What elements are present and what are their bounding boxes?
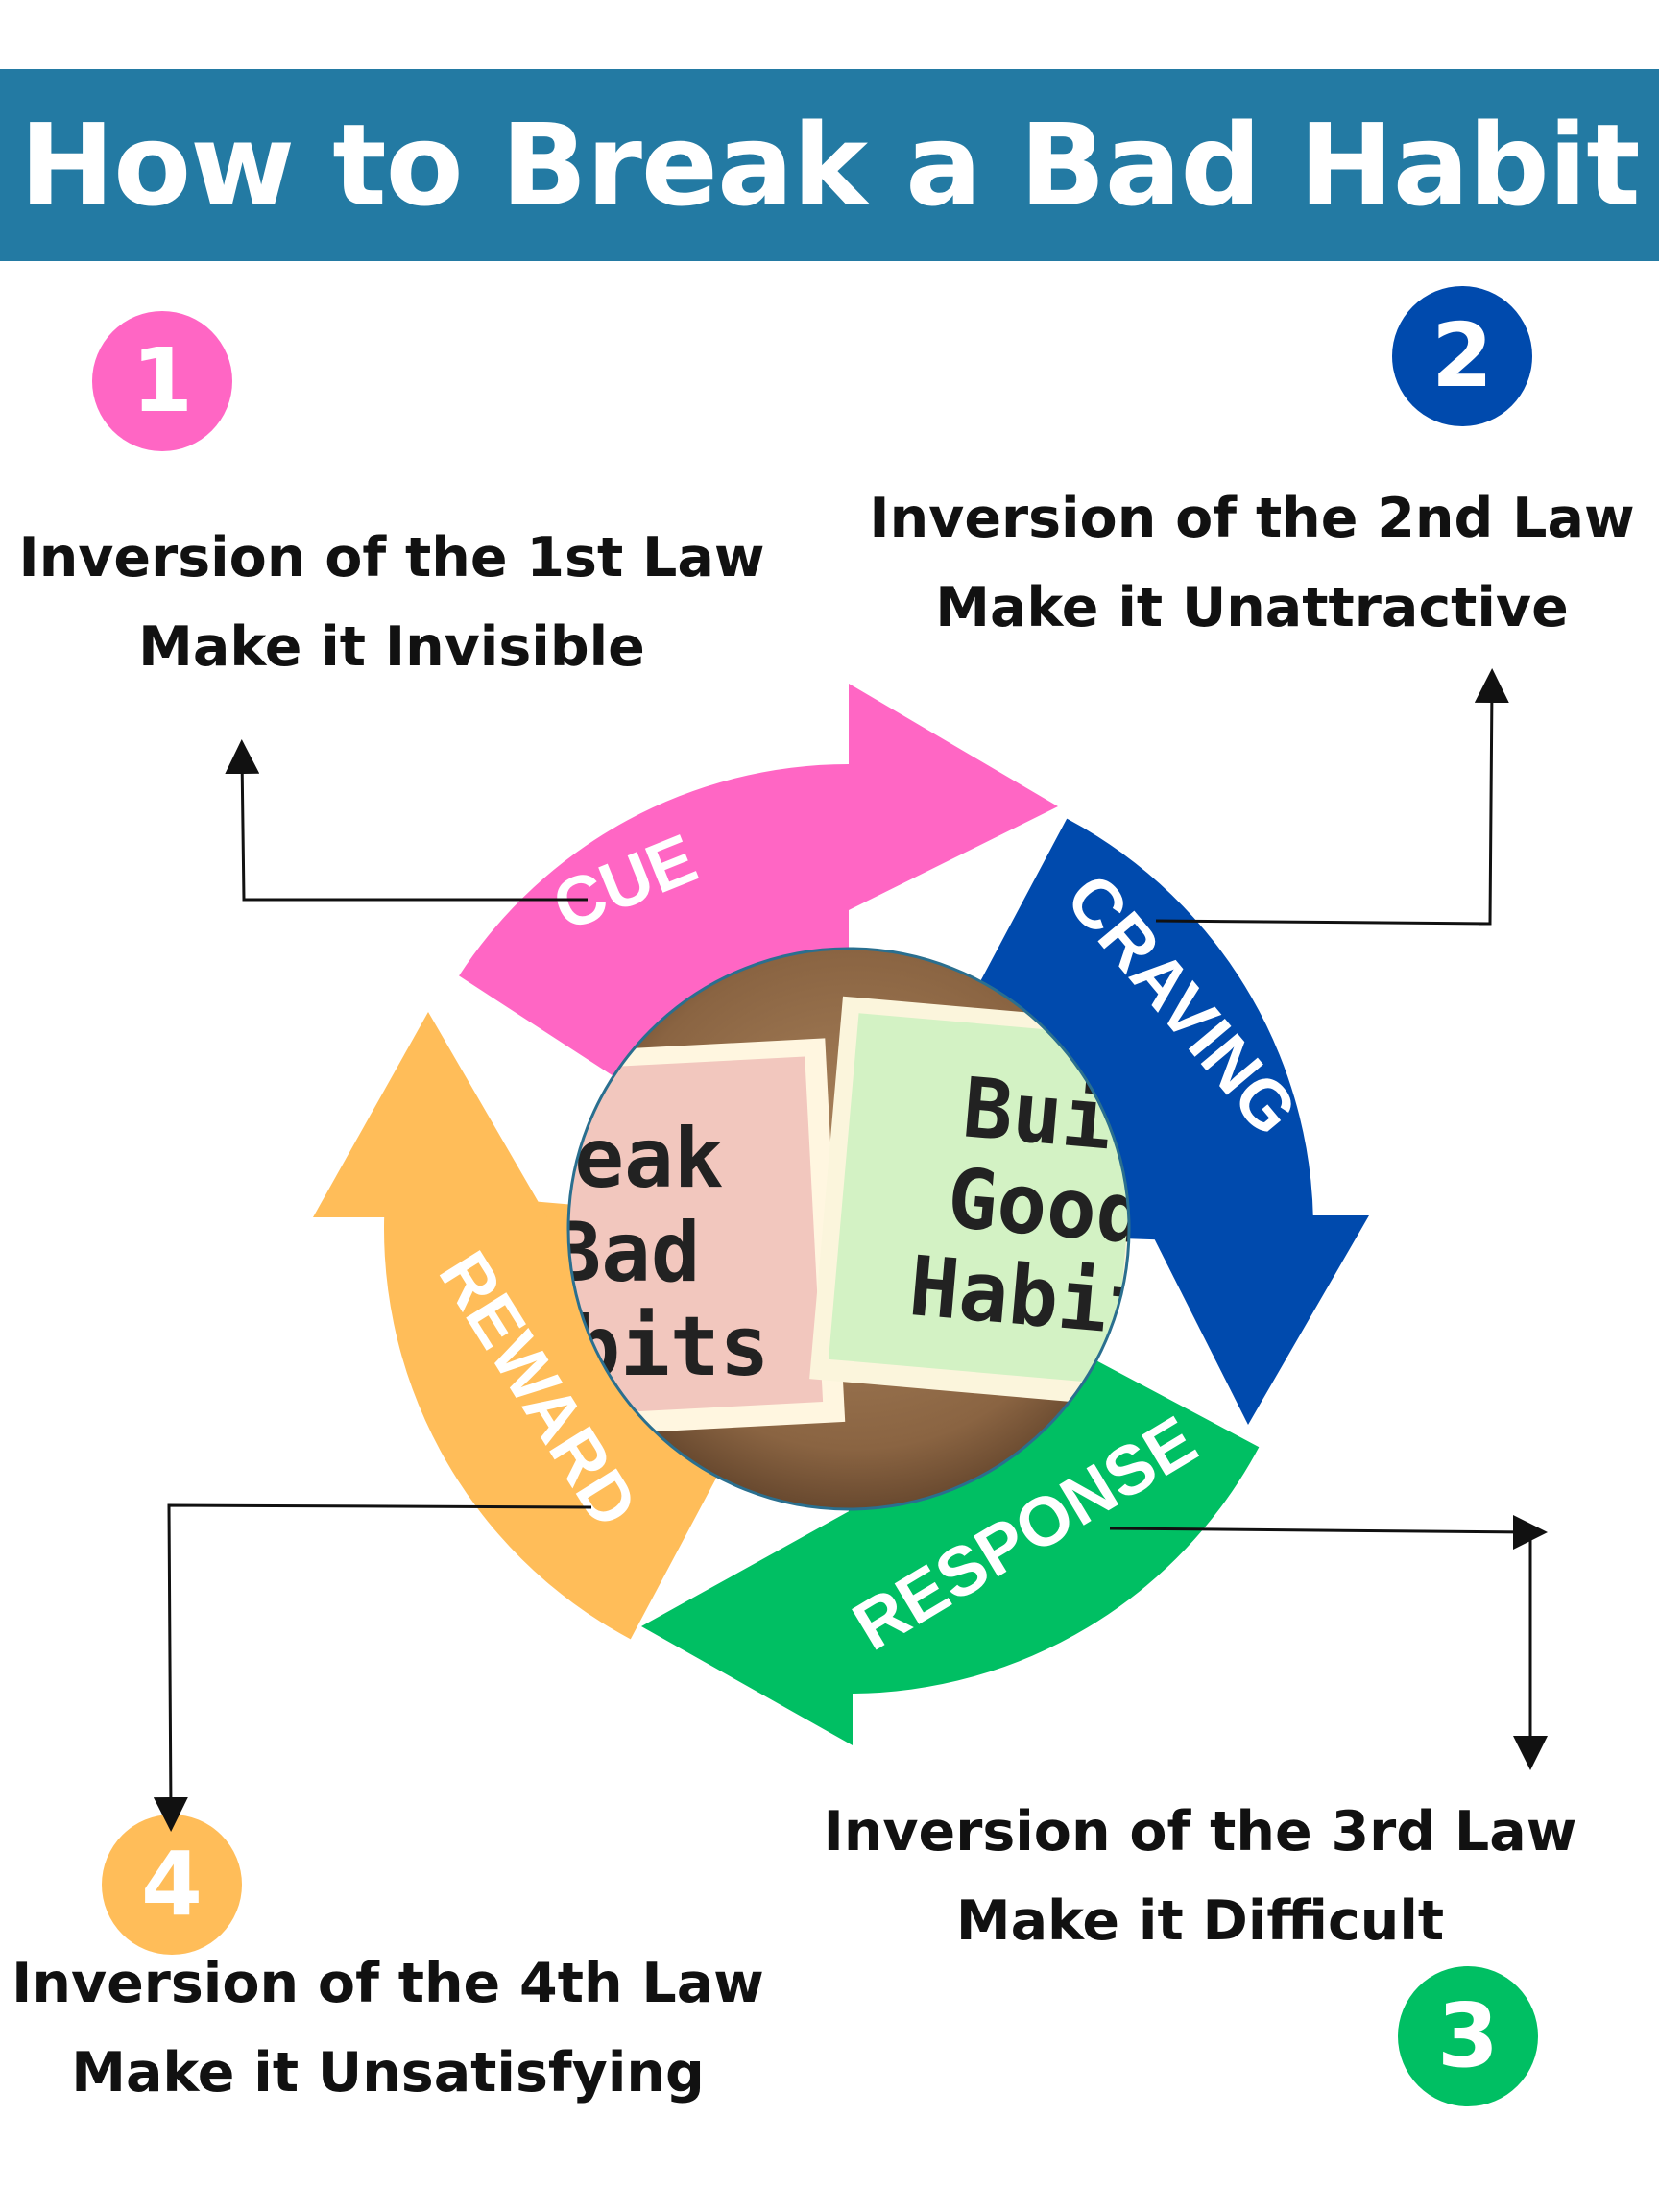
center-photo: reak Bad abits Buil Good Habit	[524, 949, 1162, 1509]
step-2-action: Make it Unattractive	[935, 576, 1569, 639]
note-left-line-2: Bad	[551, 1205, 700, 1301]
note-right-line-2: Good	[944, 1150, 1150, 1263]
step-2-badge: 2	[1392, 286, 1532, 426]
response-arc	[849, 1360, 1260, 1694]
step-4-badge: 4	[102, 1815, 242, 1955]
note-left-line-1: reak	[524, 1111, 723, 1207]
step-4-action: Make it Unsatisfying	[71, 2041, 705, 2104]
title-banner: How to Break a Bad Habit	[0, 69, 1659, 261]
step-2-law: Inversion of the 2nd Law	[869, 487, 1635, 550]
connector-1	[225, 739, 588, 902]
craving-arc	[980, 818, 1313, 1245]
connector-3	[1109, 1527, 1548, 1770]
craving-arrowhead	[1142, 1215, 1369, 1425]
step-1-law: Inversion of the 1st Law	[18, 526, 765, 589]
connector-4	[153, 1503, 592, 1832]
cue-arrowhead	[849, 684, 1058, 910]
center-photo-border	[566, 947, 1131, 1511]
connector-2	[1155, 668, 1509, 926]
step-2-text: Inversion of the 2nd Law Make it Unattra…	[845, 474, 1659, 653]
step-3-badge: 3	[1398, 1966, 1538, 2106]
step-1-badge: 1	[92, 311, 232, 451]
step-3-law: Inversion of the 3rd Law	[823, 1800, 1577, 1863]
reward-arc	[383, 1188, 717, 1640]
step-1-text: Inversion of the 1st Law Make it Invisib…	[0, 514, 783, 692]
response-arrowhead	[641, 1509, 853, 1745]
step-3-text: Inversion of the 3rd Law Make it Difficu…	[787, 1788, 1613, 1966]
cue-arc	[459, 764, 849, 1076]
page-title: How to Break a Bad Habit	[19, 99, 1640, 231]
step-4-law: Inversion of the 4th Law	[12, 1952, 764, 2015]
step-1-action: Make it Invisible	[138, 615, 645, 679]
step-3-action: Make it Difficult	[955, 1889, 1445, 1953]
step-4-text: Inversion of the 4th Law Make it Unsatis…	[0, 1939, 776, 2118]
reward-arrowhead	[313, 1012, 547, 1217]
note-right-line-3: Habit	[905, 1238, 1162, 1356]
